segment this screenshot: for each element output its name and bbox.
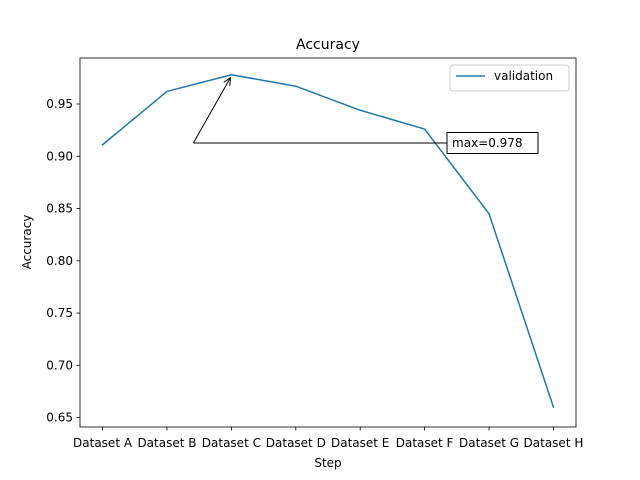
y-tick-label: 0.70 — [46, 358, 73, 372]
x-tick-label: Dataset F — [396, 436, 454, 450]
max-annotation: max=0.978 — [192, 76, 539, 154]
legend: validation — [449, 64, 570, 92]
annotation-text: max=0.978 — [452, 136, 523, 150]
y-axis-label: Accuracy — [20, 215, 34, 270]
y-tick-label: 0.85 — [46, 202, 73, 216]
x-tick-label: Dataset E — [331, 436, 389, 450]
axes-frame — [79, 57, 577, 428]
legend-label-validation: validation — [494, 69, 553, 83]
x-tick-label: Dataset G — [459, 436, 519, 450]
x-tick-label: Dataset A — [73, 436, 133, 450]
x-axis: Dataset A Dataset B Dataset C Dataset D Data… — [73, 427, 583, 450]
y-tick-label: 0.90 — [46, 149, 73, 163]
y-tick-label: 0.80 — [46, 254, 73, 268]
x-axis-label: Step — [314, 456, 341, 470]
annotation-box — [446, 132, 539, 154]
chart-title: Accuracy — [296, 37, 360, 53]
y-tick-label: 0.75 — [46, 306, 73, 320]
x-tick-label: Dataset H — [524, 436, 584, 450]
plot-area — [101, 73, 555, 409]
legend-box — [449, 64, 570, 92]
y-tick-label: 0.65 — [46, 411, 73, 425]
annotation-arrowhead — [223, 76, 231, 86]
y-axis: 0.65 0.70 0.75 0.80 0.85 0.90 0.95 — [46, 97, 80, 425]
y-tick-label: 0.95 — [46, 97, 73, 111]
series-line-validation — [101, 73, 555, 409]
x-tick-label: Dataset D — [266, 436, 326, 450]
x-tick-label: Dataset C — [202, 436, 261, 450]
annotation-arrow — [192, 77, 231, 144]
x-tick-label: Dataset B — [137, 436, 196, 450]
